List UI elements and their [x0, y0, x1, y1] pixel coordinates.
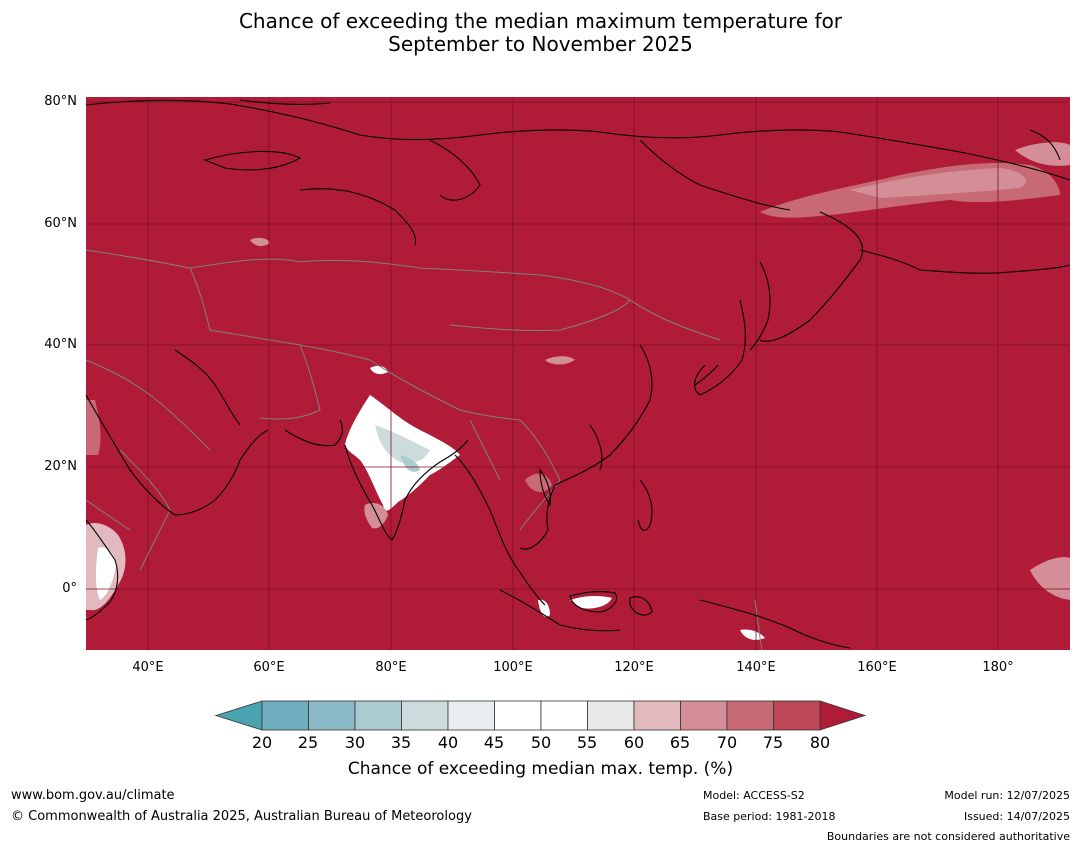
colorbar-segment	[447, 700, 495, 731]
longitude-label: 100°E	[493, 660, 533, 675]
map-title-line2: September to November 2025	[388, 32, 693, 56]
longitude-label: 160°E	[857, 660, 897, 675]
map-title-line1: Chance of exceeding the median maximum t…	[238, 9, 843, 33]
country-borders	[85, 249, 763, 651]
colorbar-tick-label: 55	[576, 733, 598, 752]
colorbar-tick-label: 45	[483, 733, 505, 752]
colorbar-tick-label: 20	[251, 733, 273, 752]
footer-issued: Issued: 14/07/2025	[963, 810, 1070, 823]
colorbar-tick-label: 25	[297, 733, 319, 752]
longitude-label: 80°E	[375, 660, 407, 675]
colorbar-segment	[633, 700, 681, 731]
map-graticule	[86, 97, 1070, 650]
colorbar-tick-label: 40	[437, 733, 459, 752]
colorbar-tick-label: 70	[716, 733, 738, 752]
footer-copyright: © Commonwealth of Australia 2025, Austra…	[11, 809, 472, 824]
colorbar-segment	[261, 700, 309, 731]
colorbar-segment	[726, 700, 774, 731]
longitude-label: 60°E	[253, 660, 285, 675]
latitude-label: 20°N	[44, 459, 77, 474]
colorbar-tick-label: 30	[344, 733, 366, 752]
colorbar-segment	[494, 700, 542, 731]
colorbar-tick-label: 75	[762, 733, 784, 752]
footer-base-period: Base period: 1981-2018	[703, 810, 836, 823]
colorbar-tick-label: 50	[530, 733, 552, 752]
colorbar-segment	[540, 700, 588, 731]
footer-model: Model: ACCESS-S2	[703, 789, 805, 802]
footer-model-run: Model run: 12/07/2025	[944, 789, 1070, 802]
latitude-label: 80°N	[44, 94, 77, 109]
colorbar-tick-label: 65	[669, 733, 691, 752]
colorbar	[214, 700, 867, 731]
colorbar-tick-label: 35	[390, 733, 412, 752]
colorbar-segment	[773, 700, 821, 731]
longitude-label: 180°	[982, 660, 1014, 675]
coastlines	[85, 99, 1071, 649]
colorbar-segment	[401, 700, 449, 731]
latitude-label: 40°N	[44, 337, 77, 352]
longitude-label: 140°E	[736, 660, 776, 675]
footer-boundaries-note: Boundaries are not considered authoritat…	[826, 830, 1070, 843]
colorbar-tick-label: 80	[809, 733, 831, 752]
colorbar-segment	[680, 700, 728, 731]
colorbar-max-extension	[819, 700, 867, 731]
longitude-label: 120°E	[614, 660, 654, 675]
footer-website-link[interactable]: www.bom.gov.au/climate	[11, 788, 175, 803]
longitude-label: 40°E	[132, 660, 164, 675]
colorbar-min-extension	[214, 700, 263, 731]
colorbar-title: Chance of exceeding median max. temp. (%…	[347, 759, 734, 779]
colorbar-segment	[354, 700, 402, 731]
latitude-label: 60°N	[44, 216, 77, 231]
latitude-label: 0°	[62, 581, 77, 596]
colorbar-segment	[308, 700, 356, 731]
colorbar-tick-label: 60	[623, 733, 645, 752]
colorbar-segment	[587, 700, 635, 731]
